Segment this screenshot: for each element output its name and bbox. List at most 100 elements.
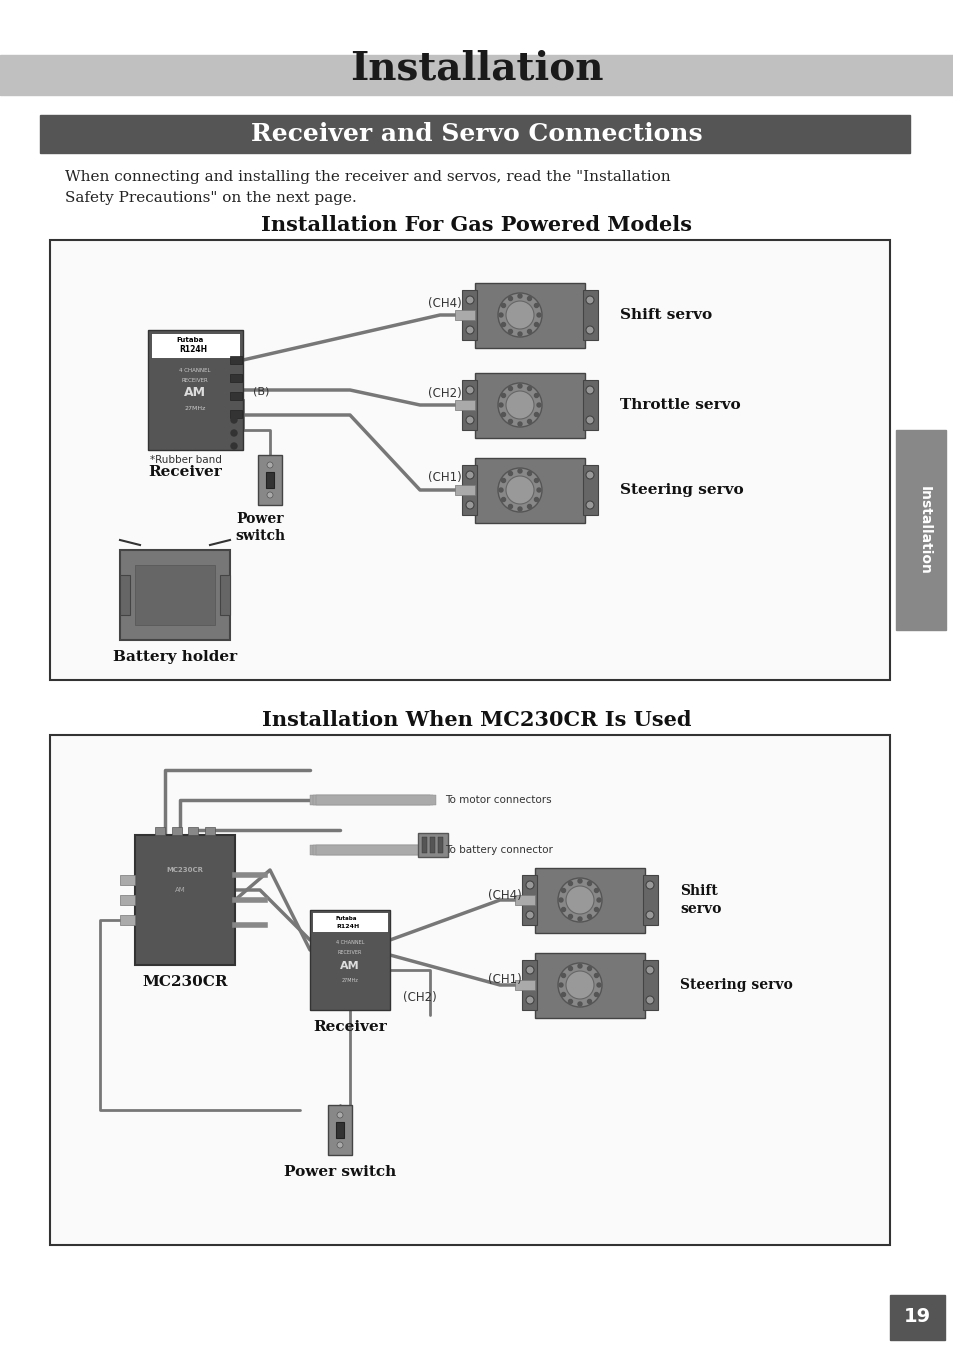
Circle shape: [501, 393, 505, 397]
Circle shape: [501, 412, 505, 416]
Circle shape: [534, 412, 537, 416]
Circle shape: [501, 304, 505, 308]
Text: Shift
servo: Shift servo: [679, 884, 720, 915]
Circle shape: [498, 313, 502, 317]
Circle shape: [565, 971, 594, 999]
Circle shape: [561, 888, 565, 892]
Text: Receiver: Receiver: [313, 1020, 387, 1035]
Circle shape: [517, 384, 521, 388]
Text: Shift servo: Shift servo: [619, 308, 711, 321]
Bar: [230, 410, 242, 418]
Text: (CH1): (CH1): [428, 472, 461, 484]
Text: 27MHz: 27MHz: [341, 978, 358, 983]
Bar: [120, 875, 135, 885]
Text: 19: 19: [902, 1307, 929, 1326]
Circle shape: [465, 416, 474, 424]
Bar: [535, 953, 644, 1018]
Text: RECEIVER: RECEIVER: [337, 951, 362, 956]
Circle shape: [527, 330, 531, 334]
Circle shape: [465, 386, 474, 395]
Text: Installation When MC230CR Is Used: Installation When MC230CR Is Used: [262, 711, 691, 730]
Circle shape: [645, 965, 654, 974]
Text: Power
switch: Power switch: [234, 513, 285, 544]
Circle shape: [465, 500, 474, 508]
Text: Battery holder: Battery holder: [112, 650, 236, 664]
Bar: [120, 575, 130, 616]
Circle shape: [587, 967, 591, 971]
Circle shape: [534, 498, 537, 502]
Text: R124H: R124H: [336, 923, 359, 929]
Circle shape: [508, 330, 512, 334]
Circle shape: [594, 974, 598, 978]
Bar: [535, 868, 644, 933]
Circle shape: [508, 472, 512, 476]
Circle shape: [568, 999, 572, 1003]
Circle shape: [498, 403, 502, 407]
Bar: [461, 465, 476, 515]
Circle shape: [501, 323, 505, 327]
Circle shape: [497, 293, 541, 338]
Bar: [120, 551, 230, 640]
Circle shape: [465, 471, 474, 479]
Circle shape: [558, 877, 601, 922]
Circle shape: [231, 418, 236, 423]
Text: To motor connectors: To motor connectors: [444, 795, 551, 805]
Circle shape: [505, 476, 534, 504]
Circle shape: [561, 993, 565, 997]
Text: Steering servo: Steering servo: [679, 978, 792, 993]
Bar: [266, 472, 274, 488]
Circle shape: [527, 504, 531, 508]
Circle shape: [497, 382, 541, 427]
Circle shape: [587, 914, 591, 918]
Bar: [521, 960, 537, 1010]
Text: To battery connector: To battery connector: [444, 845, 553, 856]
Circle shape: [465, 296, 474, 304]
Bar: [328, 1105, 352, 1155]
Bar: [154, 827, 165, 835]
Bar: [120, 915, 135, 925]
Circle shape: [585, 416, 594, 424]
Bar: [172, 827, 182, 835]
Circle shape: [585, 471, 594, 479]
Text: (CH2): (CH2): [403, 991, 436, 1005]
Text: MC230CR: MC230CR: [142, 975, 228, 989]
Circle shape: [505, 301, 534, 330]
Text: (CH2): (CH2): [428, 386, 461, 400]
Bar: [220, 575, 230, 616]
Text: Futaba: Futaba: [176, 338, 203, 343]
Bar: [889, 1295, 944, 1340]
Text: *Rubber band: *Rubber band: [150, 456, 222, 465]
Circle shape: [517, 332, 521, 336]
Circle shape: [568, 914, 572, 918]
Circle shape: [527, 472, 531, 476]
Circle shape: [534, 393, 537, 397]
Bar: [582, 465, 598, 515]
Bar: [475, 283, 584, 348]
Bar: [50, 240, 889, 679]
Circle shape: [585, 386, 594, 395]
Text: When connecting and installing the receiver and servos, read the "Installation
S: When connecting and installing the recei…: [65, 170, 670, 205]
Circle shape: [558, 963, 601, 1008]
Bar: [455, 311, 475, 320]
Text: (CH4): (CH4): [428, 297, 461, 309]
Circle shape: [561, 907, 565, 911]
Text: (B): (B): [253, 386, 269, 397]
Circle shape: [597, 983, 600, 987]
Text: Steering servo: Steering servo: [619, 483, 742, 498]
Text: Installation For Gas Powered Models: Installation For Gas Powered Models: [261, 216, 692, 235]
Circle shape: [578, 879, 581, 883]
Circle shape: [537, 313, 540, 317]
Bar: [437, 837, 442, 853]
Bar: [135, 565, 214, 625]
Text: 4 CHANNEL: 4 CHANNEL: [335, 941, 364, 945]
Circle shape: [578, 917, 581, 921]
Bar: [50, 735, 889, 1245]
Bar: [895, 430, 945, 631]
Circle shape: [578, 964, 581, 968]
Bar: [515, 895, 535, 904]
Bar: [315, 795, 436, 805]
Bar: [582, 290, 598, 340]
Circle shape: [585, 296, 594, 304]
Circle shape: [517, 507, 521, 511]
Circle shape: [508, 504, 512, 508]
